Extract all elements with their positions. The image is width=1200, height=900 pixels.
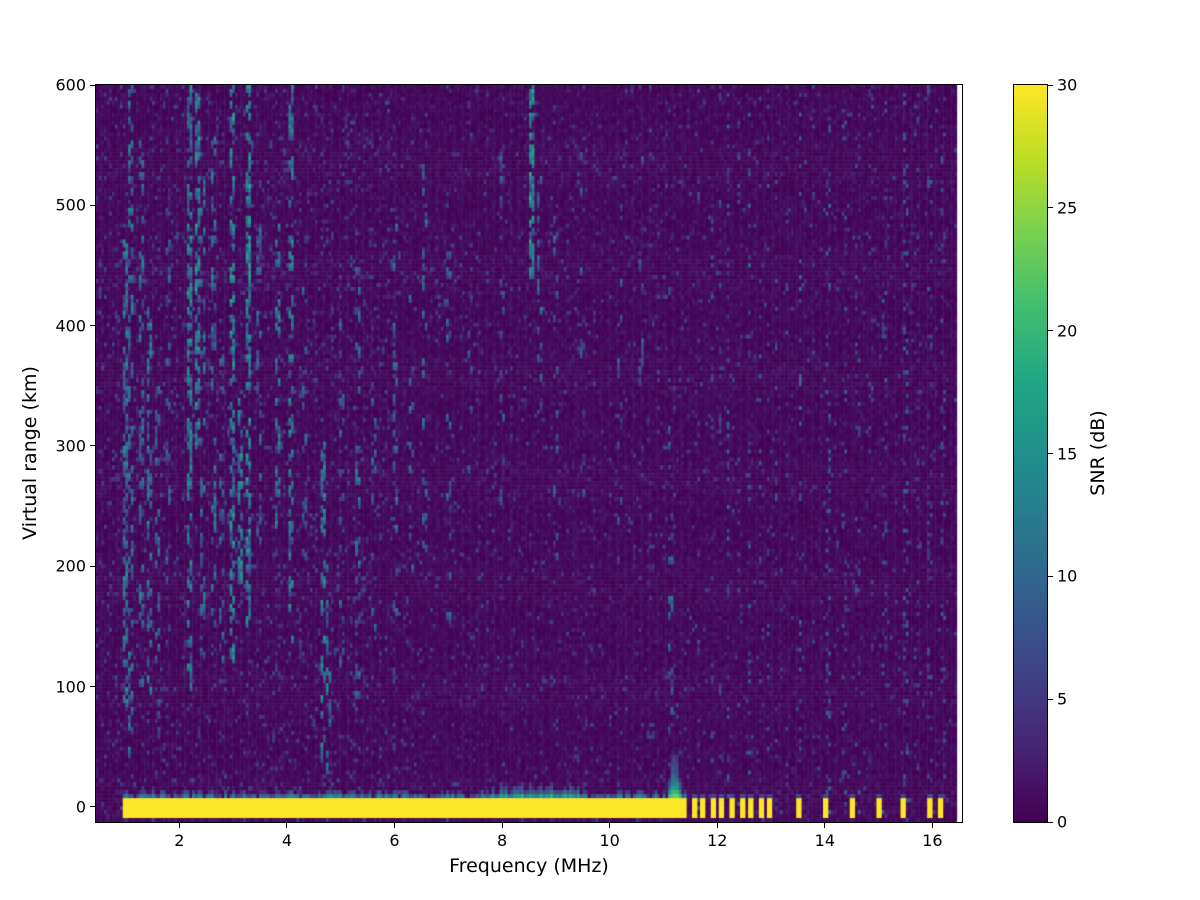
x-tick-mark xyxy=(609,823,611,828)
x-tick-label: 10 xyxy=(599,831,620,850)
colorbar-tick-mark xyxy=(1048,698,1053,700)
colorbar-tick-label: 20 xyxy=(1057,321,1078,341)
y-tick-mark xyxy=(90,565,95,567)
x-tick-label: 12 xyxy=(707,831,728,850)
y-tick-label: 500 xyxy=(55,195,86,215)
y-tick-mark xyxy=(90,84,95,86)
x-tick-label: 2 xyxy=(174,831,185,850)
x-tick-label: 4 xyxy=(281,831,293,850)
colorbar-tick-label: 30 xyxy=(1057,75,1078,95)
colorbar-tick-mark xyxy=(1048,821,1053,823)
colorbar-tick-label: 10 xyxy=(1057,566,1078,586)
y-tick-mark xyxy=(90,445,95,447)
colorbar-tick-mark xyxy=(1048,575,1053,577)
y-tick-label: 600 xyxy=(55,75,86,95)
x-axis-label: Frequency (MHz) xyxy=(449,855,609,877)
colorbar-tick-mark xyxy=(1048,207,1053,209)
y-tick-label: 200 xyxy=(55,556,86,576)
colorbar-tick-label: 5 xyxy=(1057,689,1068,709)
y-tick-mark xyxy=(90,686,95,688)
ionogram-heatmap-canvas xyxy=(96,85,962,822)
x-tick-mark xyxy=(286,823,288,828)
colorbar-tick-mark xyxy=(1048,453,1053,454)
y-tick-mark xyxy=(90,204,95,206)
colorbar-tick-label: 15 xyxy=(1057,444,1078,463)
x-tick-label: 16 xyxy=(922,831,943,850)
colorbar-tick-label: 25 xyxy=(1057,198,1078,218)
x-tick-mark xyxy=(501,823,503,828)
x-tick-label: 8 xyxy=(497,831,508,850)
x-tick-label: 14 xyxy=(814,831,836,850)
x-tick-mark xyxy=(931,823,933,828)
x-tick-label: 6 xyxy=(389,831,400,850)
y-tick-label: 0 xyxy=(75,797,86,817)
x-tick-mark xyxy=(394,823,396,828)
x-tick-mark xyxy=(716,823,718,828)
colorbar-label: SNR (dB) xyxy=(1087,410,1109,496)
y-tick-label: 100 xyxy=(55,677,86,697)
y-tick-mark xyxy=(90,806,95,808)
x-tick-mark xyxy=(824,823,826,828)
colorbar-tick-mark xyxy=(1048,84,1053,86)
y-tick-label: 300 xyxy=(55,436,86,456)
colorbar-tick-mark xyxy=(1048,330,1053,332)
colorbar xyxy=(1013,84,1048,823)
x-tick-mark xyxy=(178,823,180,828)
colorbar-gradient-canvas xyxy=(1014,85,1047,822)
plot-area xyxy=(95,84,963,823)
y-tick-label: 400 xyxy=(55,316,86,336)
y-tick-mark xyxy=(90,325,95,327)
colorbar-tick-label: 0 xyxy=(1057,812,1068,832)
